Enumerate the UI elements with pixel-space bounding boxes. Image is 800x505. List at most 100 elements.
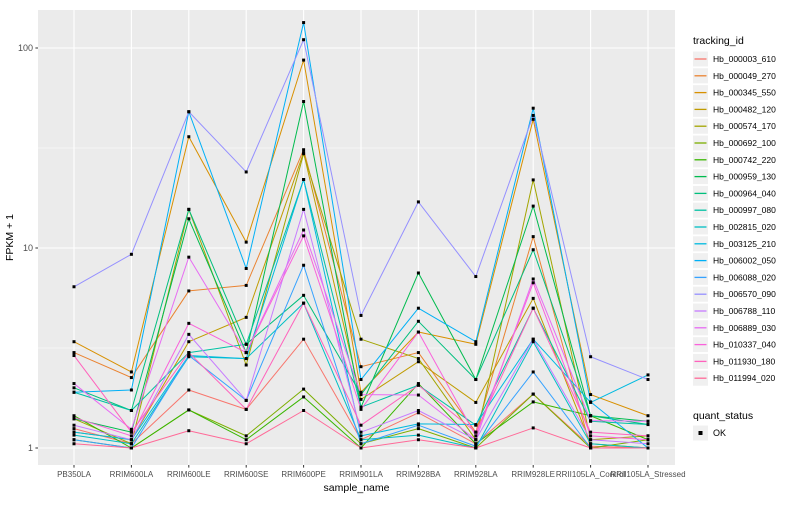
data-point [359,390,363,394]
x-tick-label: RRIM600LA [110,470,154,479]
data-point [416,438,420,442]
data-point [416,433,420,437]
legend-item-label: Hb_010337_040 [713,340,776,350]
data-point [129,388,133,392]
data-point [244,442,248,446]
data-point [474,378,478,382]
data-point [244,170,248,174]
data-point [129,430,133,434]
data-point [646,419,650,423]
data-point [474,438,478,442]
legend2-key-marker [698,431,703,435]
data-point [244,266,248,270]
data-point [72,414,76,418]
x-tick-label: RRIM600PE [281,470,325,479]
data-point [72,433,76,437]
data-point [244,434,248,438]
data-point [589,444,593,448]
data-point [72,427,76,431]
legend-item: Hb_006570_090 [693,286,776,302]
data-point [589,414,593,418]
data-point [129,438,133,442]
data-point [72,430,76,434]
legend-item: Hb_002815_020 [693,219,776,235]
data-point [187,110,191,114]
data-point [531,337,535,341]
data-point [646,423,650,427]
data-point [531,426,535,430]
legend2-item-label: OK [713,428,726,438]
data-point [646,446,650,450]
data-point [589,442,593,446]
data-point [302,152,306,156]
data-point [416,351,420,355]
data-point [531,392,535,396]
data-point [589,446,593,450]
legend-item-label: Hb_011930_180 [713,356,776,366]
data-point [302,337,306,341]
data-point [244,240,248,244]
data-point [474,340,478,344]
data-point [416,427,420,431]
data-point [129,376,133,380]
data-point [187,429,191,433]
legend-item-label: Hb_006889_030 [713,323,776,333]
data-point [244,407,248,411]
data-point [359,378,363,382]
data-point [187,340,191,344]
legend-item-label: Hb_002815_020 [713,222,776,232]
data-point [589,400,593,404]
data-point [531,277,535,281]
data-point [187,289,191,293]
legend-item: Hb_003125_210 [693,236,776,252]
data-point [244,342,248,346]
legend2-title: quant_status [693,410,753,422]
data-point [359,393,363,397]
data-point [302,408,306,412]
legend-quant-status: quant_status OK [693,410,753,441]
data-point [416,360,420,364]
data-point [302,301,306,305]
data-point [531,340,535,344]
data-point [359,442,363,446]
data-point [302,148,306,152]
legend-item-label: Hb_000049_270 [713,71,776,81]
legend-item-label: Hb_000964_040 [713,188,776,198]
data-point [531,370,535,374]
data-point [72,285,76,289]
legend-item-label: Hb_006788_110 [713,306,776,316]
data-point [72,340,76,344]
data-point [187,332,191,336]
data-point [416,411,420,415]
data-point [187,351,191,355]
data-point [72,382,76,386]
data-point [129,446,133,450]
data-point [302,263,306,267]
data-point [302,234,306,238]
x-tick-label: RRIM928BA [396,470,441,479]
legend-item: Hb_011930_180 [693,353,776,369]
data-point [531,178,535,182]
x-tick-label: RRII105LA_Stressed [610,470,685,479]
data-point [416,393,420,397]
data-point [531,400,535,404]
data-point [302,387,306,391]
data-point [646,438,650,442]
data-point [129,370,133,374]
legend-item-label: Hb_000997_080 [713,205,776,215]
x-axis-title: sample_name [324,482,390,494]
legend-item-label: Hb_006002_050 [713,256,776,266]
legend-item-label: Hb_006088_020 [713,272,776,282]
x-tick-label: RRIM928LA [454,470,498,479]
legend-item-label: Hb_011994_020 [713,373,776,383]
data-point [359,446,363,450]
data-point [187,135,191,139]
data-point [302,207,306,211]
data-point [129,252,133,256]
data-point [244,315,248,319]
data-point [474,423,478,427]
data-point [359,313,363,317]
data-point [589,434,593,438]
data-point [359,405,363,409]
data-point [474,444,478,448]
